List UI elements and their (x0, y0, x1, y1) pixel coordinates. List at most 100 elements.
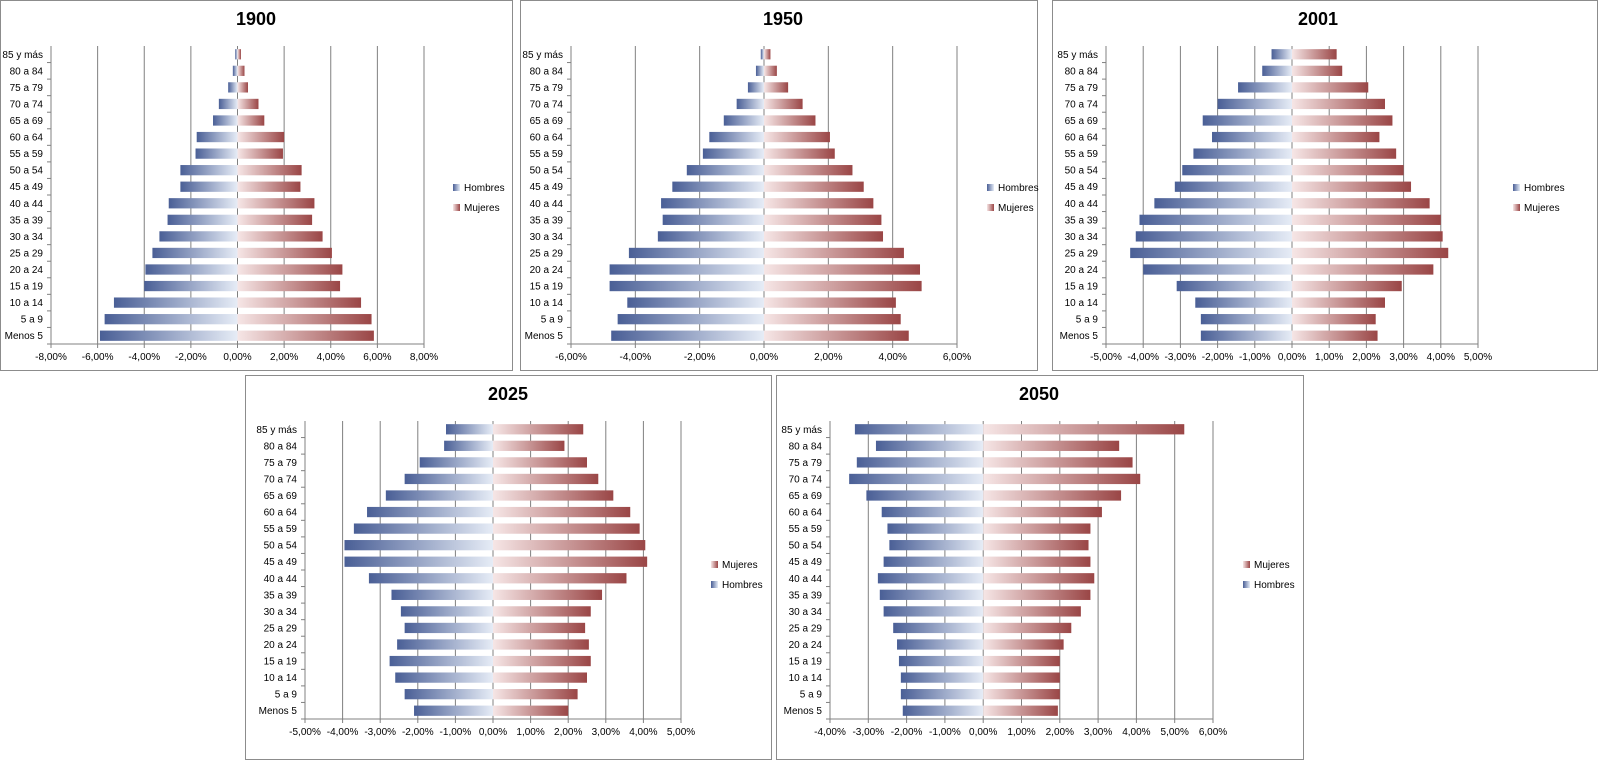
category-label: 45 a 49 (10, 182, 44, 193)
bar-men (152, 247, 238, 259)
chart-panel-2050: 2050 -4,00% -3,00% -2,00% -1,00% 0,00% 1,00% 2,… (776, 375, 1304, 760)
category-label: 65 a 69 (264, 491, 298, 502)
bar-women (1292, 297, 1385, 308)
category-label: 35 a 39 (10, 215, 44, 226)
bar-men (661, 198, 764, 209)
pyramid-chart-2025: 2025 -5,00% -4,00% -3,00% -2,00% -1,00% 0,00% 1… (256, 384, 762, 738)
category-label: 35 a 39 (789, 590, 823, 601)
x-tick-label: 0,00% (969, 727, 997, 738)
x-tick-label: 5,00% (1161, 727, 1189, 738)
bar-women (1292, 115, 1393, 126)
bar-men (404, 622, 493, 634)
bar-men (1193, 148, 1292, 159)
category-label: 5 a 9 (800, 690, 823, 701)
category-label: 35 a 39 (1065, 215, 1099, 226)
legend-swatch-men (1513, 184, 1520, 191)
bar-men (1143, 264, 1292, 275)
category-label: 70 a 74 (264, 474, 298, 485)
legend-swatch-women (1513, 204, 1520, 211)
bar-women (237, 65, 245, 76)
bar-men (168, 198, 238, 209)
x-tick-label: -1,00% (1239, 352, 1271, 363)
category-label: 50 a 54 (1065, 166, 1099, 177)
bar-men (627, 297, 764, 308)
bar-women (1292, 231, 1443, 242)
bar-men (218, 98, 238, 110)
bar-men (709, 131, 764, 143)
category-label: 70 a 74 (789, 474, 823, 485)
bar-men (879, 589, 984, 600)
bar-women (764, 214, 882, 225)
legend-label-women: Mujeres (998, 203, 1034, 214)
category-label: 75 a 79 (530, 83, 564, 94)
bar-men (1212, 131, 1292, 143)
category-label: 5 a 9 (1076, 315, 1099, 326)
category-label: 40 a 44 (1065, 199, 1099, 210)
chart-title: 2001 (1298, 9, 1338, 29)
category-label: 30 a 34 (264, 607, 298, 618)
category-label: 10 a 14 (1065, 298, 1099, 309)
bar-women (493, 523, 640, 534)
pyramid-chart-2001: 2001 -5,00% -4,00% -3,00% -2,00% -1,00% 0,00% 1… (1057, 9, 1564, 363)
bar-men (672, 181, 764, 192)
bar-men (1135, 231, 1292, 242)
bar-women (983, 589, 1091, 600)
category-label: 65 a 69 (1065, 116, 1099, 127)
legend-swatch-men (1243, 581, 1250, 588)
x-tick-label: 0,00% (223, 352, 251, 363)
bar-women (983, 556, 1091, 567)
bar-men (1202, 115, 1292, 126)
category-label: 85 y más (256, 425, 297, 436)
x-tick-label: -4,00% (1127, 352, 1159, 363)
bar-women (983, 672, 1060, 683)
category-label: 10 a 14 (789, 673, 823, 684)
bar-men (353, 523, 493, 534)
bar-men (367, 506, 493, 518)
bar-women (237, 115, 265, 126)
legend-swatch-men (711, 581, 718, 588)
x-tick-label: -2,00% (891, 727, 923, 738)
bar-women (983, 655, 1060, 667)
x-tick-label: 3,00% (1084, 727, 1112, 738)
bar-men (385, 490, 493, 501)
bar-men (736, 98, 764, 110)
category-label: Menos 5 (5, 331, 44, 342)
bar-women (983, 689, 1060, 700)
category-label: 35 a 39 (264, 590, 298, 601)
bar-men (617, 314, 764, 325)
bar-women (1292, 314, 1376, 325)
bar-women (237, 264, 343, 275)
chart-panel-2001: 2001 -5,00% -4,00% -3,00% -2,00% -1,00% 0,00% 1… (1052, 0, 1598, 371)
bar-women (493, 490, 614, 501)
bar-women (764, 165, 853, 176)
x-tick-label: -6,00% (82, 352, 114, 363)
category-label: 85 y más (522, 50, 563, 61)
bar-women (1292, 280, 1402, 292)
category-label: 85 y más (781, 425, 822, 436)
category-label: 75 a 79 (1065, 83, 1099, 94)
category-label: 70 a 74 (1065, 99, 1099, 110)
category-label: 80 a 84 (530, 66, 564, 77)
category-label: 55 a 59 (10, 149, 44, 160)
bar-men (167, 214, 238, 225)
bar-men (854, 424, 984, 435)
bar-women (1292, 131, 1380, 143)
bar-women (764, 82, 789, 93)
x-tick-label: 6,00% (943, 352, 971, 363)
bar-men (662, 214, 764, 225)
bar-women (1292, 49, 1337, 60)
legend-swatch-men (453, 184, 460, 191)
bar-women (493, 689, 578, 700)
x-tick-label: -2,00% (684, 352, 716, 363)
category-label: 45 a 49 (530, 182, 564, 193)
category-label: 45 a 49 (789, 557, 823, 568)
x-tick-label: -1,00% (929, 727, 961, 738)
category-label: 30 a 34 (789, 607, 823, 618)
bar-women (1292, 181, 1412, 192)
chart-panel-1950: 1950 -6,00% -4,00% -2,00% 0,00% 2,00% 4,00% 6,0… (520, 0, 1039, 371)
bar-women (983, 473, 1141, 485)
x-tick-label: 5,00% (1464, 352, 1492, 363)
bar-men (883, 556, 984, 567)
bar-women (493, 573, 627, 584)
bar-men (195, 148, 238, 159)
